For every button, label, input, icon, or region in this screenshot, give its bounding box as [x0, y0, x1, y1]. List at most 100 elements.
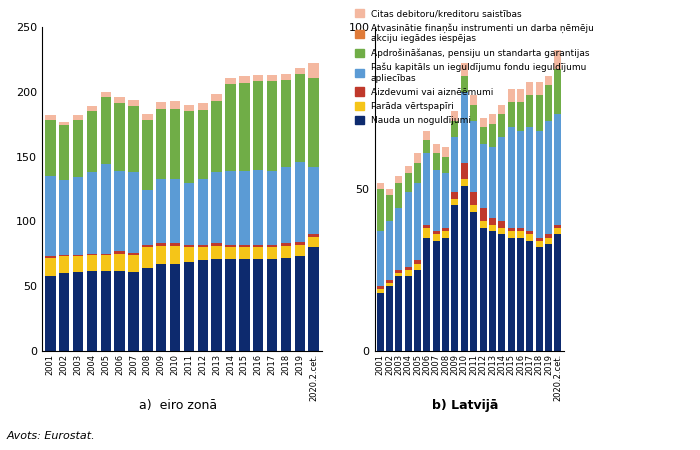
Bar — [295, 74, 305, 162]
Bar — [183, 245, 194, 248]
Bar — [59, 126, 69, 180]
Bar — [461, 92, 468, 163]
Bar — [414, 264, 421, 270]
Bar — [414, 153, 421, 163]
Bar — [517, 102, 524, 130]
Bar — [554, 228, 561, 234]
Bar — [156, 246, 167, 264]
Bar — [489, 147, 496, 218]
Bar — [480, 221, 486, 228]
Bar — [536, 82, 542, 95]
Bar — [253, 248, 263, 259]
Bar — [225, 245, 236, 248]
Bar — [211, 243, 222, 246]
Bar — [424, 140, 430, 153]
Bar — [498, 228, 505, 234]
Bar — [309, 248, 319, 351]
Bar — [197, 104, 208, 110]
Bar — [183, 261, 194, 351]
Bar — [424, 238, 430, 351]
Bar — [405, 173, 412, 192]
Bar — [452, 205, 458, 351]
Bar — [295, 68, 305, 74]
Bar — [225, 77, 236, 84]
Bar — [424, 130, 430, 140]
Bar — [377, 183, 384, 189]
Bar — [156, 179, 167, 243]
Bar — [239, 259, 250, 351]
Bar — [452, 111, 458, 121]
Bar — [197, 248, 208, 260]
Bar — [142, 120, 153, 190]
Bar — [295, 242, 305, 245]
Bar — [295, 162, 305, 242]
Bar — [225, 84, 236, 171]
Bar — [253, 81, 263, 170]
Bar — [225, 259, 236, 351]
Bar — [470, 105, 477, 121]
Bar — [142, 268, 153, 351]
Bar — [183, 111, 194, 183]
Bar — [309, 167, 319, 234]
Bar — [197, 179, 208, 245]
Bar — [480, 144, 486, 208]
Bar — [405, 267, 412, 270]
Bar — [405, 270, 412, 276]
Bar — [309, 77, 319, 167]
Bar — [295, 256, 305, 351]
Bar — [405, 166, 412, 173]
Bar — [45, 115, 55, 120]
Bar — [414, 260, 421, 264]
Bar — [554, 69, 561, 114]
Bar — [405, 192, 412, 267]
Bar — [517, 89, 524, 102]
Text: b) Latvijā: b) Latvijā — [433, 399, 498, 411]
Bar — [470, 205, 477, 212]
Bar — [414, 270, 421, 351]
Bar — [101, 97, 111, 164]
Bar — [377, 286, 384, 289]
Bar — [470, 212, 477, 351]
Bar — [470, 95, 477, 105]
Bar — [536, 95, 542, 130]
Bar — [253, 259, 263, 351]
Bar — [239, 245, 250, 248]
Bar — [267, 81, 277, 171]
Bar — [197, 245, 208, 248]
Bar — [517, 231, 524, 238]
Bar — [395, 276, 402, 351]
Bar — [197, 260, 208, 351]
Bar — [73, 115, 83, 120]
Bar — [197, 110, 208, 179]
Bar — [267, 259, 277, 351]
Bar — [101, 92, 111, 97]
Bar — [498, 234, 505, 351]
Bar — [526, 82, 533, 95]
Bar — [461, 63, 468, 76]
Bar — [101, 270, 111, 351]
Bar — [508, 228, 514, 231]
Bar — [386, 280, 393, 283]
Bar — [433, 170, 440, 231]
Bar — [267, 171, 277, 245]
Bar — [59, 180, 69, 255]
Bar — [170, 246, 181, 264]
Bar — [489, 225, 496, 231]
Bar — [170, 108, 181, 179]
Bar — [114, 251, 125, 254]
Bar — [424, 228, 430, 238]
Bar — [489, 218, 496, 225]
Bar — [508, 102, 514, 127]
Bar — [442, 157, 449, 173]
Bar — [498, 221, 505, 228]
Bar — [452, 199, 458, 205]
Bar — [452, 137, 458, 192]
Bar — [170, 179, 181, 243]
Bar — [377, 292, 384, 351]
Bar — [536, 238, 542, 241]
Bar — [156, 264, 167, 351]
Bar — [395, 208, 402, 270]
Bar — [442, 147, 449, 157]
Bar — [239, 248, 250, 259]
Bar — [508, 127, 514, 228]
